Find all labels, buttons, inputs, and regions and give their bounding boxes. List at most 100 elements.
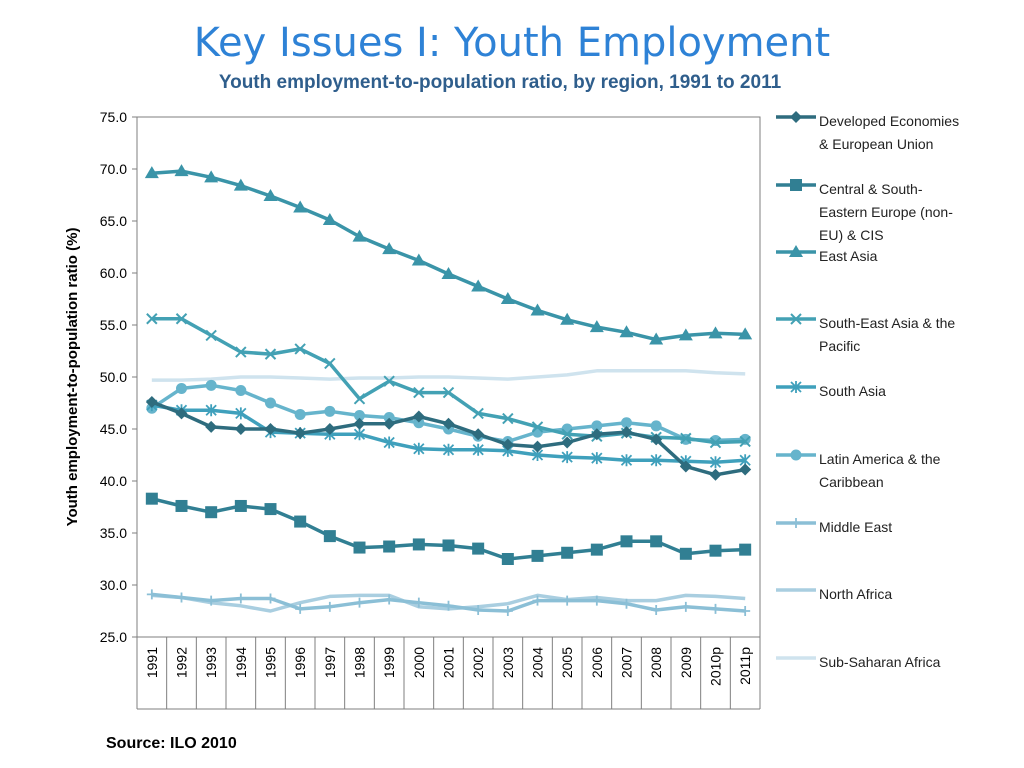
data-point xyxy=(353,393,366,405)
data-point xyxy=(264,423,277,435)
data-point xyxy=(532,595,543,606)
data-point xyxy=(323,423,336,435)
data-point xyxy=(146,313,158,325)
data-point xyxy=(144,166,159,179)
data-point xyxy=(353,417,366,430)
data-point xyxy=(206,595,217,606)
x-tick-label: 2004 xyxy=(530,647,546,678)
data-point xyxy=(591,595,602,606)
legend-label: Sub-Saharan Africa xyxy=(819,654,941,670)
data-point xyxy=(384,594,395,605)
data-point xyxy=(324,601,335,612)
x-tick-label: 2001 xyxy=(441,647,457,678)
legend-marker xyxy=(791,518,801,528)
legend: Developed Economies & European Union Centr… xyxy=(776,111,959,670)
legend-label: Middle East xyxy=(819,519,892,535)
data-point xyxy=(651,604,662,615)
data-point xyxy=(562,595,573,606)
data-point xyxy=(500,292,515,304)
data-point xyxy=(473,604,484,615)
data-point xyxy=(650,420,662,432)
legend-item: Latin America & the Caribbean xyxy=(776,449,941,490)
legend-label: Developed Economies xyxy=(819,113,959,129)
data-point xyxy=(176,382,187,394)
legend-item: South Asia xyxy=(776,381,886,399)
x-tick-label: 1993 xyxy=(203,647,219,678)
data-point xyxy=(649,332,664,345)
x-tick-label: 2002 xyxy=(470,647,486,678)
data-point xyxy=(175,499,188,512)
data-point xyxy=(678,328,693,341)
data-point xyxy=(561,436,574,449)
data-point xyxy=(619,325,634,338)
data-point xyxy=(472,542,485,555)
chart-title: Youth employment-to-population ratio, by… xyxy=(218,72,782,93)
x-tick-label: 1996 xyxy=(292,647,308,678)
data-point xyxy=(740,606,751,616)
data-point xyxy=(738,327,753,340)
data-point xyxy=(472,428,485,441)
data-point xyxy=(176,592,187,603)
data-point xyxy=(441,267,456,280)
data-point xyxy=(294,408,306,420)
x-tick-label: 2008 xyxy=(648,647,664,678)
data-point xyxy=(235,346,247,358)
legend-item: South-East Asia & the Pacific xyxy=(776,313,955,354)
y-axis-label: Youth employment-to-population ratio (%) xyxy=(64,228,81,527)
data-point xyxy=(383,417,396,430)
data-point xyxy=(235,593,246,604)
legend-item: Sub-Saharan Africa xyxy=(776,654,941,670)
legend-marker xyxy=(790,313,802,325)
y-tick-label: 75.0 xyxy=(100,109,127,125)
data-point xyxy=(412,410,425,423)
data-point xyxy=(442,417,455,430)
y-tick-label: 40.0 xyxy=(100,473,127,489)
x-tick-label: 2003 xyxy=(500,647,516,678)
legend-item: Middle East xyxy=(776,518,892,535)
data-point xyxy=(442,386,455,399)
legend-label: EU) & CIS xyxy=(819,227,884,243)
data-point xyxy=(265,397,276,409)
y-tick-label: 70.0 xyxy=(100,161,127,177)
data-point xyxy=(294,427,307,440)
series-line xyxy=(151,169,746,342)
data-point xyxy=(324,405,336,417)
y-tick-label: 50.0 xyxy=(100,369,127,385)
series-layer xyxy=(144,164,753,616)
data-point xyxy=(323,530,336,543)
legend-label: Latin America & the xyxy=(819,451,941,467)
series-line xyxy=(151,369,746,382)
legend-marker xyxy=(790,111,802,123)
x-tick-label: 1991 xyxy=(144,647,160,678)
data-point xyxy=(322,212,337,225)
data-point xyxy=(294,515,307,528)
data-point xyxy=(413,386,425,399)
data-point xyxy=(621,598,632,609)
legend-item: North Africa xyxy=(776,586,892,602)
legend-label: East Asia xyxy=(819,248,878,264)
y-tick-label: 45.0 xyxy=(100,421,127,437)
data-point xyxy=(175,407,188,420)
data-point xyxy=(590,428,603,441)
data-point xyxy=(531,549,544,562)
data-point xyxy=(591,452,603,465)
series-0 xyxy=(145,395,752,481)
data-point xyxy=(413,597,424,608)
data-point xyxy=(739,435,751,448)
legend-label: Pacific xyxy=(819,338,860,354)
data-point xyxy=(204,170,219,183)
x-tick-label: 2005 xyxy=(559,647,575,678)
y-tick-label: 35.0 xyxy=(100,525,127,541)
data-point xyxy=(591,420,603,432)
data-point xyxy=(205,379,217,391)
data-point xyxy=(620,454,633,467)
data-point xyxy=(145,492,158,505)
legend-item: East Asia xyxy=(776,245,878,264)
data-point xyxy=(442,443,455,456)
x-tick-label: 1992 xyxy=(174,647,190,678)
data-point xyxy=(383,412,395,424)
x-tick-label: 2007 xyxy=(619,647,635,678)
data-point xyxy=(263,189,278,202)
data-point xyxy=(174,164,189,177)
